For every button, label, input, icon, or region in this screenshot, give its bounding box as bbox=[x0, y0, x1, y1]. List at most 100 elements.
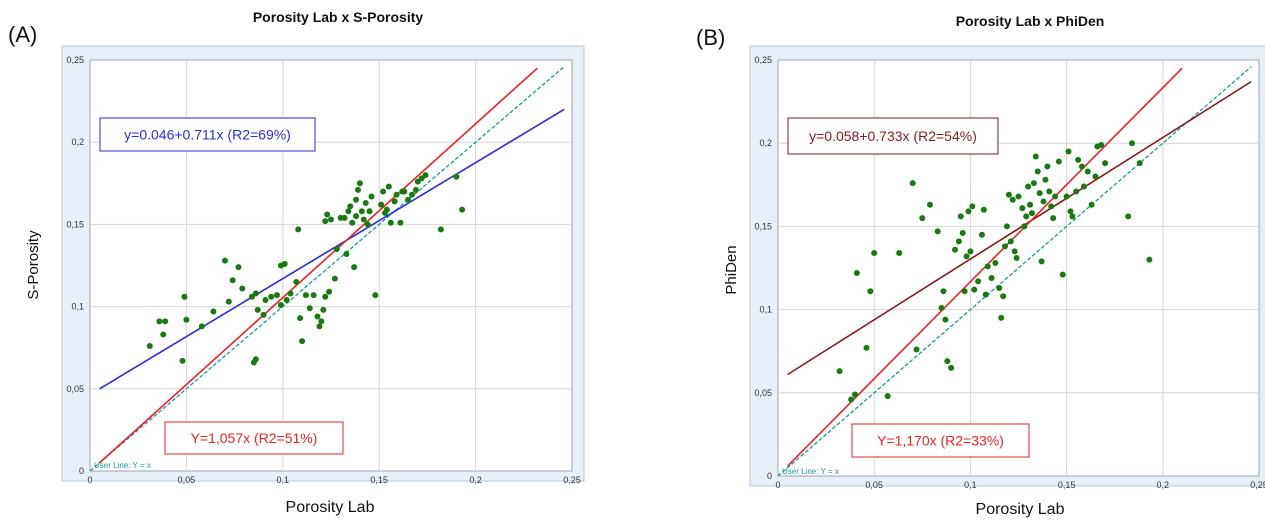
data-point bbox=[942, 316, 949, 323]
data-point bbox=[268, 293, 275, 300]
data-point bbox=[1075, 156, 1082, 163]
data-point bbox=[422, 172, 429, 179]
data-point bbox=[356, 180, 363, 187]
data-point bbox=[183, 316, 190, 323]
y-tick-label: 0,1 bbox=[759, 305, 772, 315]
user-line-label: User Line: Y = x bbox=[782, 467, 839, 476]
chart-b: 0 0,05 0,1 0,15 0,2 0,25 0 0,05 0,1 0,15 0,2 0,25 Us… bbox=[696, 13, 1265, 518]
data-point bbox=[274, 292, 281, 299]
data-point bbox=[1021, 223, 1028, 230]
x-tick-label: 0,1 bbox=[964, 480, 977, 490]
data-point bbox=[1003, 223, 1010, 230]
data-point bbox=[1005, 191, 1012, 198]
x-tick-label: 0,25 bbox=[1250, 480, 1265, 490]
panel-label: (A) bbox=[8, 22, 37, 47]
x-tick-label: 0,2 bbox=[469, 475, 482, 485]
y-tick-label: 0 bbox=[79, 466, 84, 476]
data-point bbox=[1027, 201, 1034, 208]
data-point bbox=[1030, 180, 1037, 187]
y-tick-label: 0,15 bbox=[754, 221, 772, 231]
data-point bbox=[848, 396, 855, 403]
data-point bbox=[988, 274, 995, 281]
data-point bbox=[314, 313, 321, 320]
data-point bbox=[1136, 160, 1143, 167]
fit-equation-label: y=0.058+0.733x (R2=54%) bbox=[809, 128, 977, 144]
data-point bbox=[1038, 258, 1045, 265]
data-point bbox=[952, 246, 959, 253]
data-point bbox=[851, 391, 858, 398]
data-point bbox=[360, 216, 367, 223]
fit-equation-box bbox=[787, 117, 999, 155]
data-point bbox=[1013, 255, 1020, 262]
data-point bbox=[326, 288, 333, 295]
data-point bbox=[867, 288, 874, 295]
data-point bbox=[1055, 158, 1062, 165]
data-point bbox=[853, 269, 860, 276]
data-point bbox=[1034, 168, 1041, 175]
data-point bbox=[358, 208, 365, 215]
data-point bbox=[1025, 183, 1032, 190]
data-point bbox=[938, 304, 945, 311]
origin-fit-equation-box bbox=[851, 423, 1030, 458]
data-point bbox=[310, 292, 317, 299]
data-point bbox=[302, 292, 309, 299]
data-point bbox=[408, 191, 415, 198]
data-point bbox=[940, 288, 947, 295]
data-point bbox=[1032, 153, 1039, 160]
data-point bbox=[299, 338, 306, 345]
origin-fit-equation-box bbox=[164, 421, 344, 455]
data-point bbox=[955, 238, 962, 245]
x-axis-label: Porosity Lab bbox=[286, 499, 375, 516]
data-point bbox=[982, 291, 989, 298]
user-line bbox=[777, 66, 1252, 477]
x-tick-label: 0,05 bbox=[865, 480, 883, 490]
data-point bbox=[293, 278, 300, 285]
data-point bbox=[295, 226, 302, 233]
data-point bbox=[322, 218, 329, 225]
x-axis-label: Porosity Lab bbox=[976, 501, 1065, 518]
data-point bbox=[1065, 148, 1072, 155]
x-tick-label: 0,1 bbox=[277, 475, 290, 485]
data-point bbox=[996, 284, 1003, 291]
data-point bbox=[1129, 140, 1136, 147]
data-point bbox=[354, 186, 361, 193]
data-point bbox=[331, 275, 338, 282]
chart-title: Porosity Lab x PhiDen bbox=[956, 13, 1105, 29]
data-point bbox=[1050, 215, 1057, 222]
data-point bbox=[345, 208, 352, 215]
data-point bbox=[239, 285, 246, 292]
data-point bbox=[1067, 208, 1074, 215]
data-point bbox=[1011, 248, 1018, 255]
data-point bbox=[1046, 188, 1053, 195]
y-tick-label: 0 bbox=[767, 471, 772, 481]
data-point bbox=[366, 208, 373, 215]
y-tick-label: 0,1 bbox=[71, 302, 84, 312]
data-point bbox=[210, 308, 217, 315]
data-point bbox=[965, 208, 972, 215]
y-axis-label: PhiDen bbox=[723, 245, 740, 294]
data-point bbox=[971, 286, 978, 293]
data-point bbox=[1002, 243, 1009, 250]
data-point bbox=[328, 216, 334, 223]
data-point bbox=[387, 219, 394, 226]
data-point bbox=[254, 306, 261, 313]
data-point bbox=[919, 215, 926, 222]
data-point bbox=[283, 297, 290, 304]
data-point bbox=[316, 323, 323, 330]
user-line bbox=[89, 66, 565, 472]
data-point bbox=[181, 293, 188, 300]
data-point bbox=[198, 323, 205, 330]
data-point bbox=[998, 314, 1005, 321]
data-point bbox=[353, 213, 360, 220]
data-point bbox=[1059, 271, 1066, 278]
data-point bbox=[1102, 160, 1109, 167]
y-tick-label: 0,25 bbox=[66, 55, 84, 65]
data-point bbox=[1048, 203, 1055, 210]
data-point bbox=[347, 203, 354, 210]
data-point bbox=[913, 346, 920, 353]
data-point bbox=[277, 301, 284, 308]
data-point bbox=[1084, 168, 1091, 175]
data-point bbox=[978, 231, 985, 238]
x-tick-label: 0 bbox=[775, 480, 780, 490]
data-point bbox=[1092, 173, 1099, 180]
